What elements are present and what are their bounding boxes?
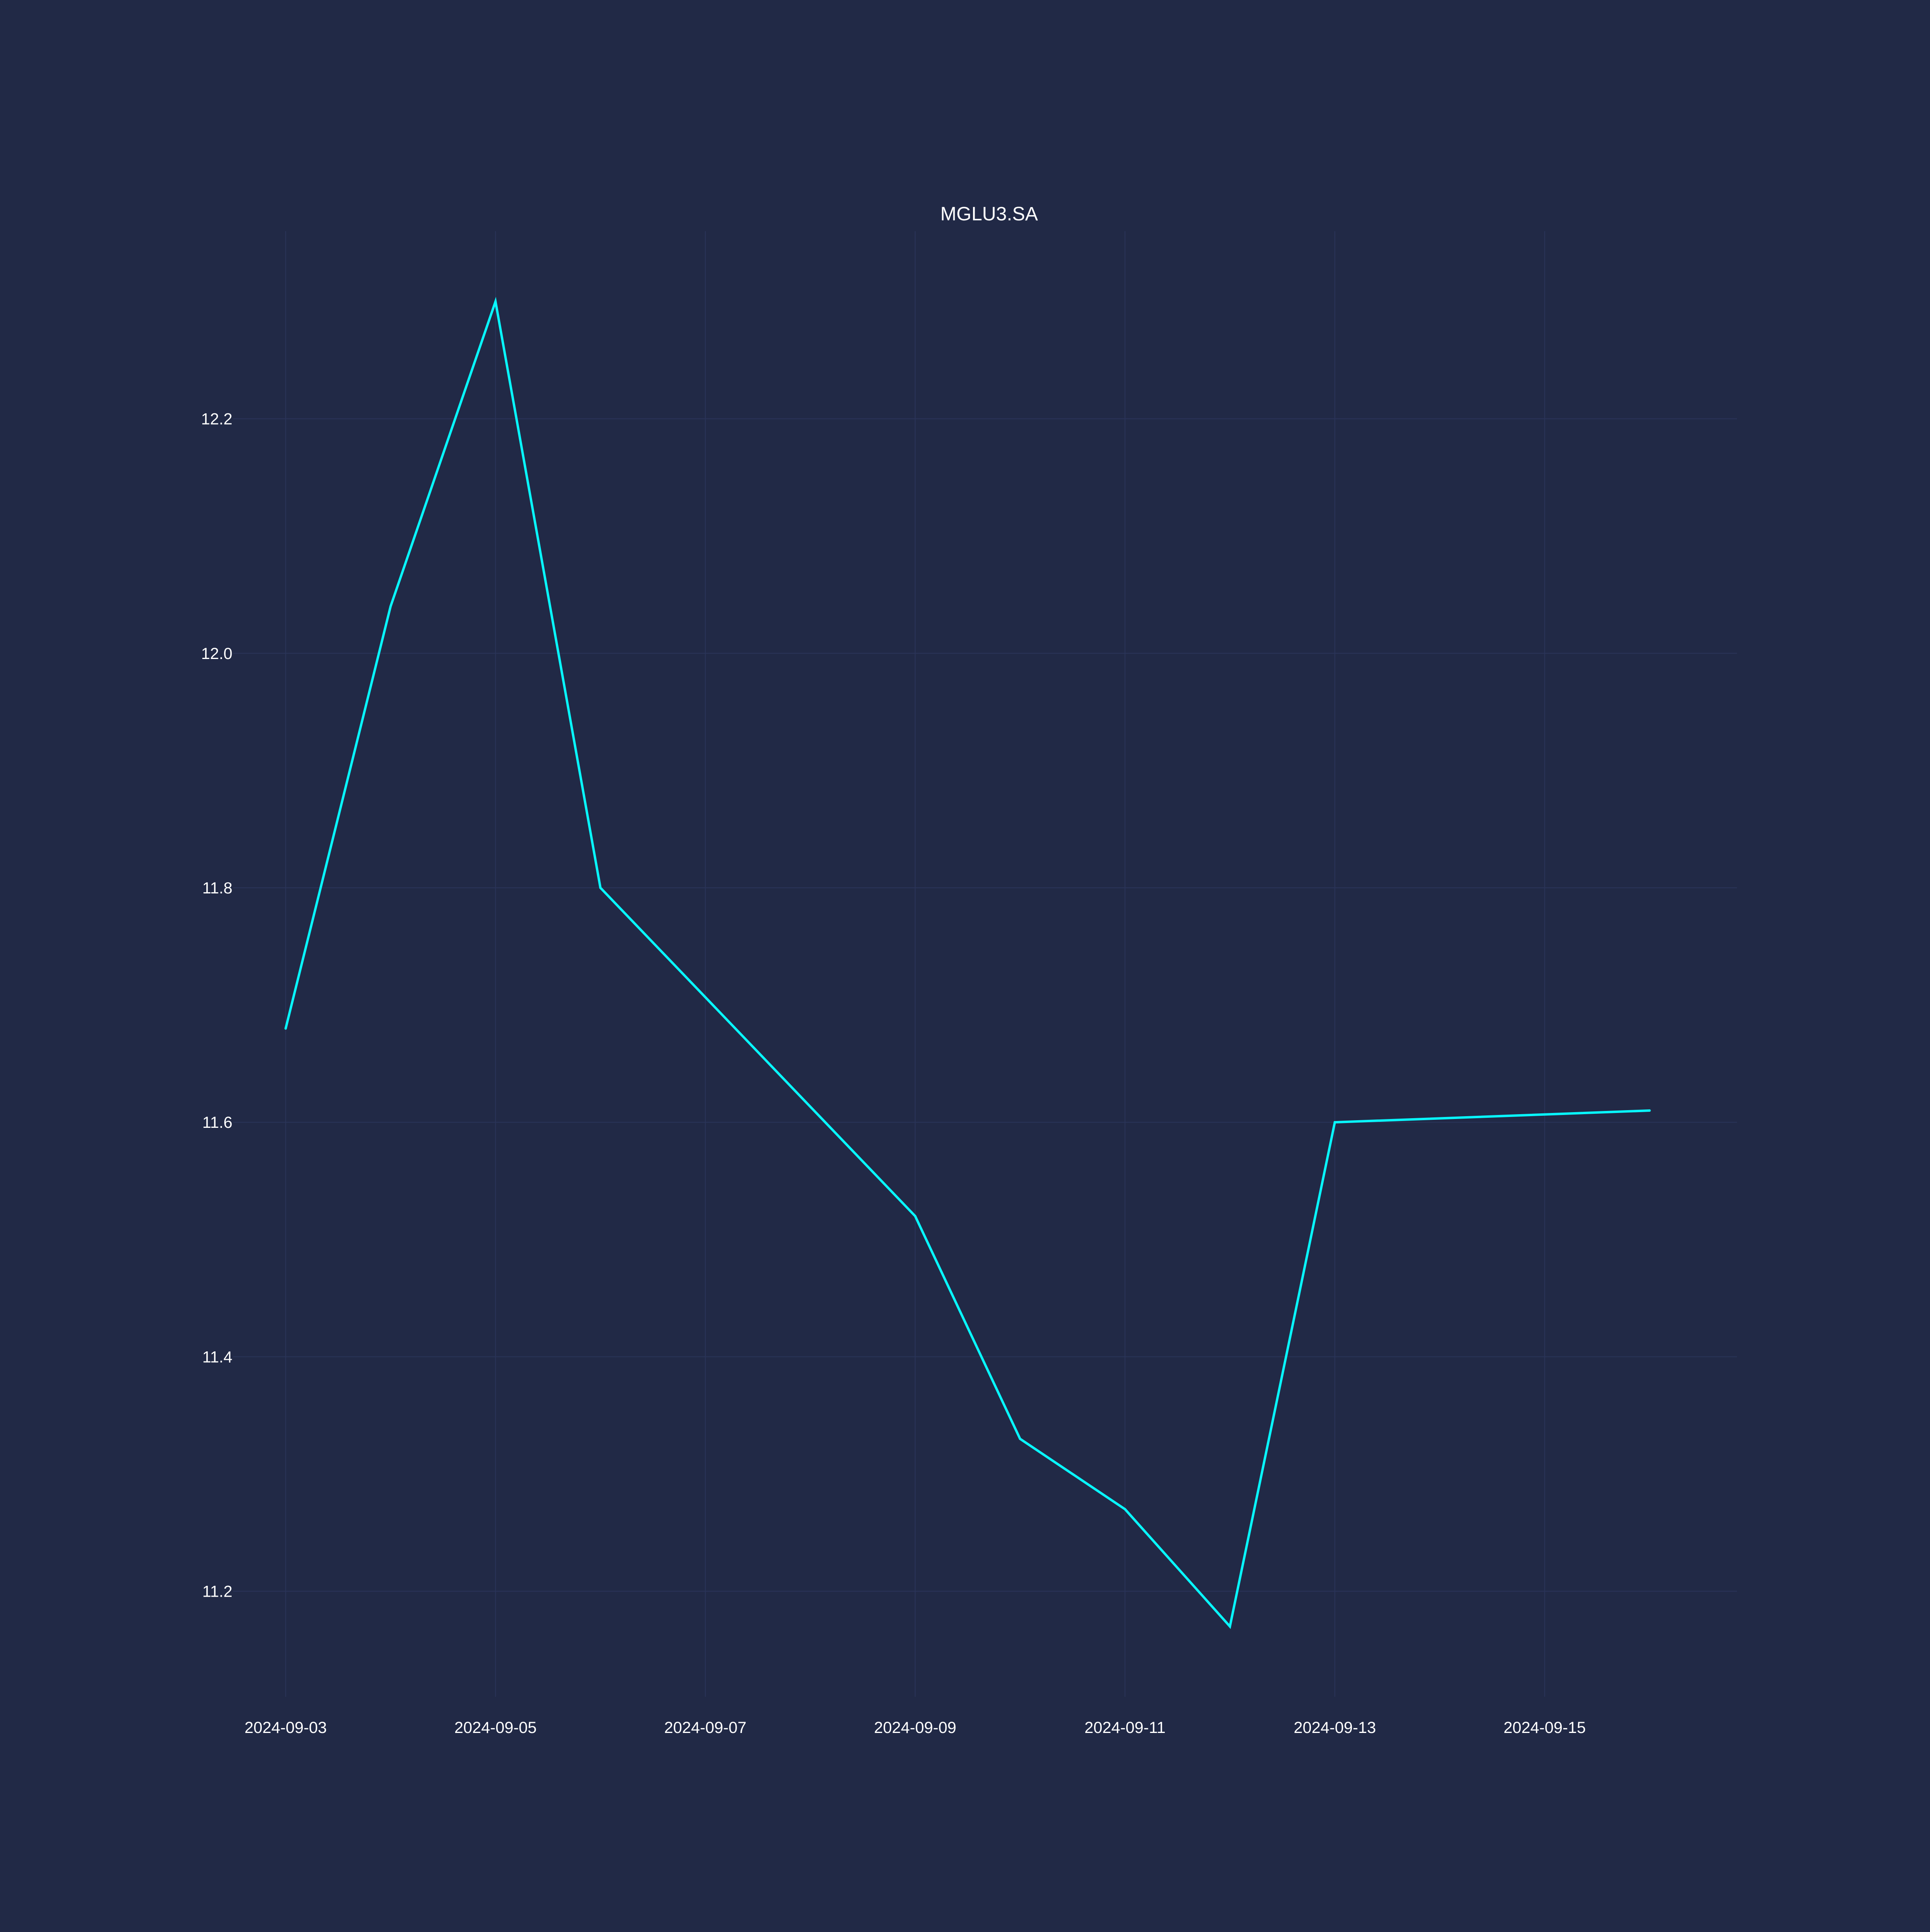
chart-title: MGLU3.SA: [940, 203, 1038, 225]
horizontal-gridlines: [233, 418, 1737, 1592]
data-point: [1333, 1121, 1336, 1124]
data-point: [494, 300, 497, 303]
data-point: [284, 1027, 287, 1030]
vertical-gridlines: [285, 231, 1545, 1697]
y-tick-label: 11.2: [202, 1583, 232, 1601]
data-point: [1123, 1508, 1126, 1511]
x-tick-label: 2024-09-07: [664, 1719, 747, 1737]
data-point: [599, 886, 602, 889]
x-tick-label: 2024-09-03: [244, 1719, 327, 1737]
data-point: [1228, 1625, 1231, 1628]
y-tick-label: 11.4: [202, 1348, 232, 1366]
x-tick-label: 2024-09-15: [1503, 1719, 1586, 1737]
x-tick-label: 2024-09-09: [874, 1719, 957, 1737]
y-tick-label: 12.0: [201, 645, 232, 663]
data-point: [1648, 1109, 1651, 1112]
y-tick-label: 11.8: [202, 879, 232, 897]
series-line: [284, 297, 1651, 1629]
data-point: [389, 605, 392, 608]
x-tick-label: 2024-09-13: [1294, 1719, 1376, 1737]
x-tick-label: 2024-09-11: [1084, 1719, 1166, 1737]
x-axis-tick-labels: 2024-09-03 2024-09-05 2024-09-07 2024-09-09…: [244, 1719, 1586, 1737]
y-tick-label: 11.6: [202, 1114, 232, 1131]
y-tick-label: 12.2: [201, 411, 232, 428]
data-point: [1018, 1437, 1021, 1440]
y-axis-tick-labels: 11.2 11.4 11.6 11.8 12.0 12.2: [201, 411, 232, 1601]
data-point: [914, 1215, 917, 1218]
x-tick-label: 2024-09-05: [454, 1719, 537, 1737]
series-layer: [284, 297, 1651, 1629]
